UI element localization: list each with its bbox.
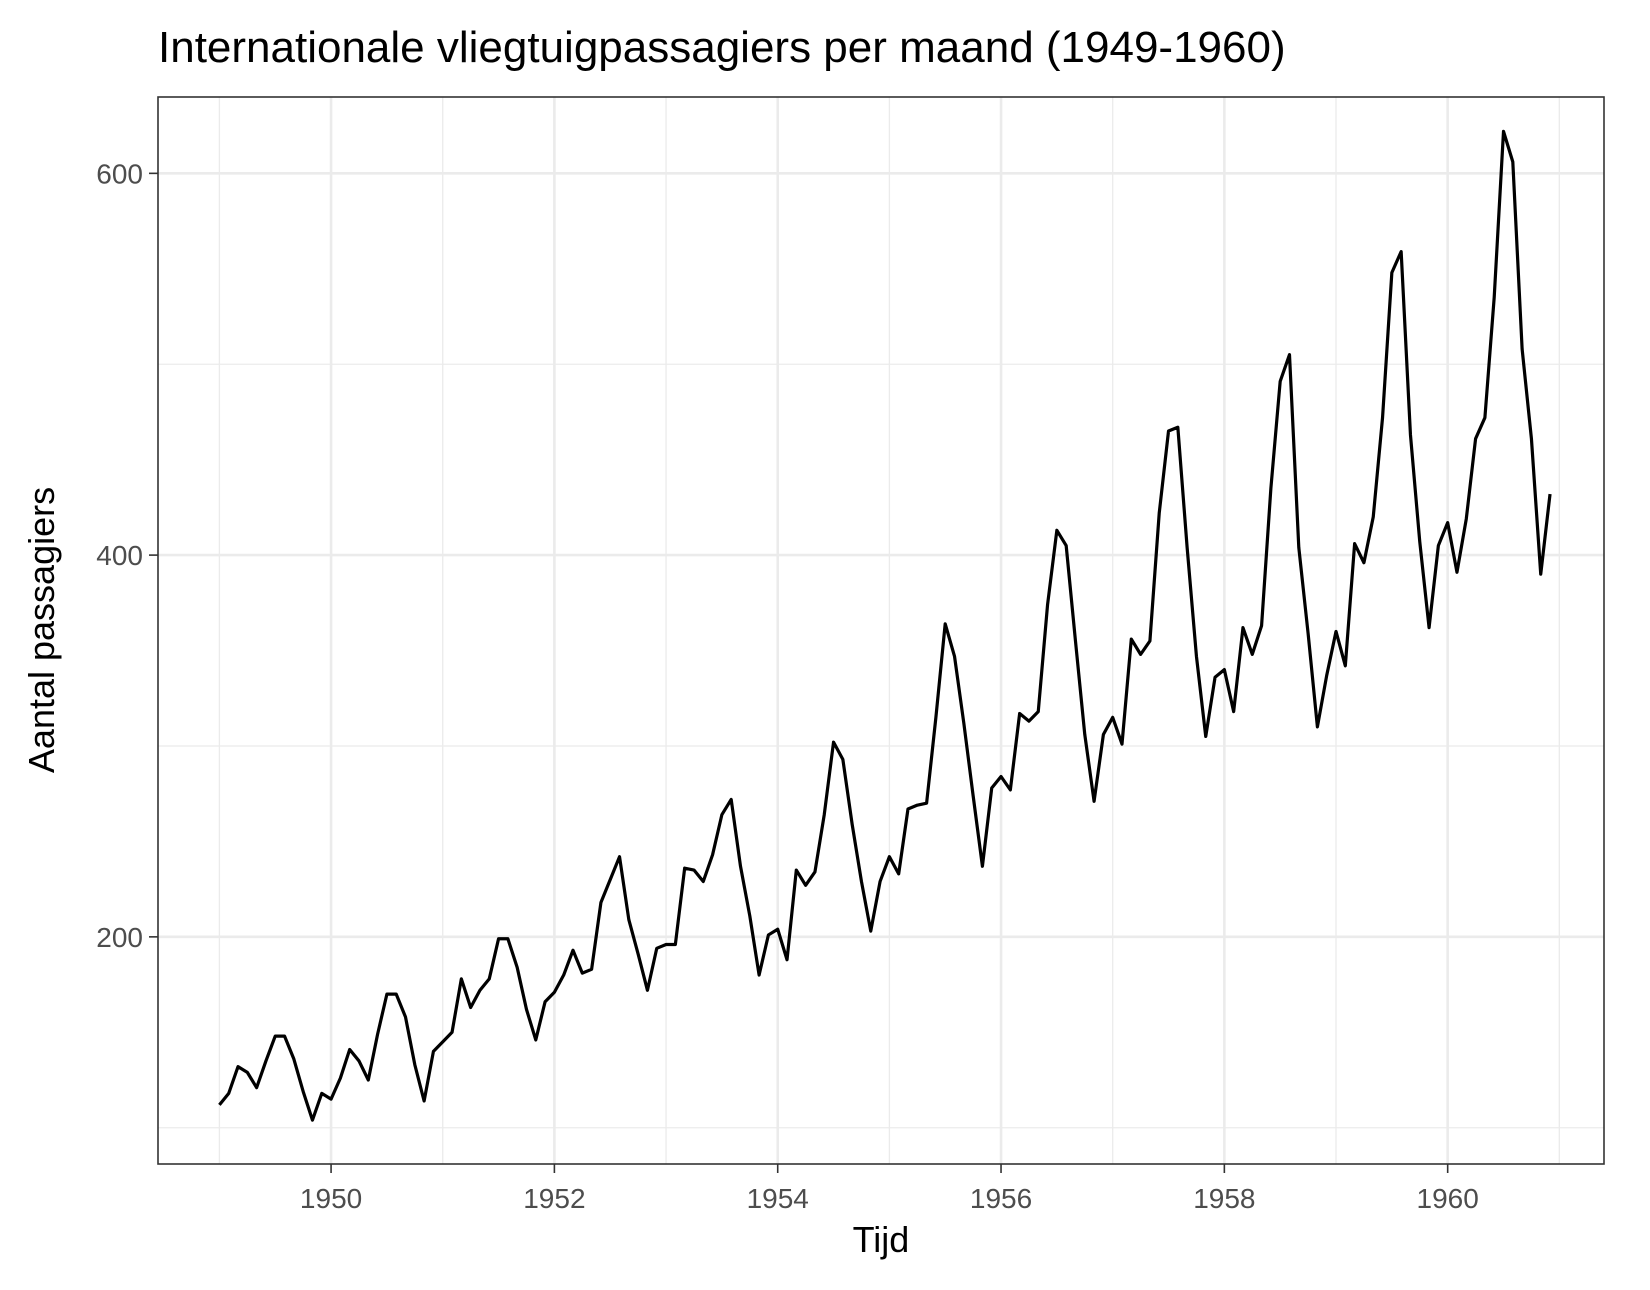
y-tick-label: 600 bbox=[96, 158, 143, 189]
y-tick-label: 200 bbox=[96, 922, 143, 953]
chart-title: Internationale vliegtuigpassagiers per m… bbox=[158, 23, 1286, 72]
x-axis: 1950 1952 1954 1956 1958 1960 bbox=[300, 1164, 1479, 1214]
x-tick-label: 1960 bbox=[1417, 1183, 1479, 1214]
x-tick-label: 1956 bbox=[970, 1183, 1032, 1214]
y-axis-title: Aantal passagiers bbox=[21, 487, 62, 773]
major-grid bbox=[158, 97, 1604, 1164]
y-axis: 200 400 600 bbox=[96, 158, 158, 953]
series-line bbox=[218, 129, 1552, 1122]
x-tick-label: 1954 bbox=[747, 1183, 809, 1214]
x-axis-title: Tijd bbox=[853, 1219, 910, 1260]
y-tick-label: 400 bbox=[96, 540, 143, 571]
x-tick-label: 1950 bbox=[300, 1183, 362, 1214]
x-tick-label: 1952 bbox=[523, 1183, 585, 1214]
x-tick-label: 1958 bbox=[1193, 1183, 1255, 1214]
plot-panel-border bbox=[157, 96, 1605, 1165]
